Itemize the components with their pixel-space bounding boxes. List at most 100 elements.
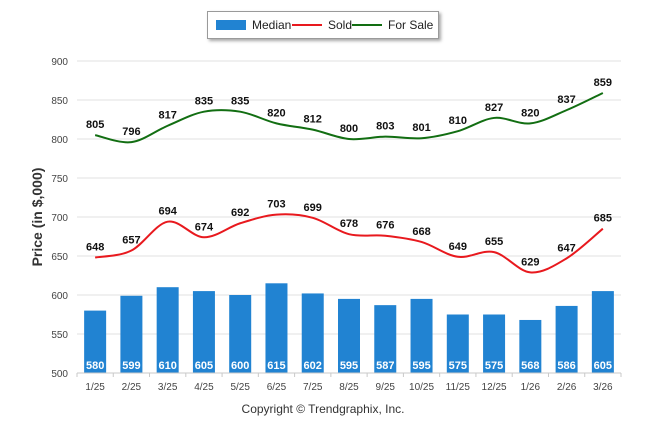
bar [374, 305, 397, 373]
line-value-label: 800 [340, 123, 358, 135]
y-tick-label: 850 [51, 96, 68, 107]
line-value-label: 803 [376, 121, 394, 133]
y-tick-label: 500 [51, 369, 68, 380]
line-value-label: 674 [195, 221, 214, 233]
bar-value-label: 602 [304, 360, 322, 372]
line-value-label: 796 [122, 126, 140, 138]
bar [591, 291, 614, 373]
y-tick-label: 700 [51, 213, 68, 224]
data-labels: 580 599 610 605 600 615 602 595 587 595 575 575 568 5… [86, 77, 612, 372]
series-line [94, 92, 604, 144]
line-value-label: 694 [158, 206, 177, 218]
bar-value-label: 575 [449, 360, 467, 372]
line-value-label: 692 [231, 207, 249, 219]
line-value-label: 649 [449, 241, 467, 253]
line-value-label: 817 [158, 110, 176, 122]
line-value-label: 699 [304, 202, 322, 214]
line-value-label: 629 [521, 256, 539, 268]
line-value-label: 648 [86, 242, 104, 254]
bar [84, 310, 107, 373]
line-value-label: 837 [557, 94, 575, 106]
line-series [94, 92, 604, 274]
line-value-label: 805 [86, 119, 104, 131]
x-tick-label: 3/25 [158, 382, 178, 393]
bar-value-label: 568 [521, 360, 539, 372]
y-tick-label: 800 [51, 135, 68, 146]
y-tick-label: 600 [51, 291, 68, 302]
line-value-label: 820 [267, 107, 285, 119]
legend: Median Sold For Sale [207, 11, 439, 39]
legend-label: For Sale [388, 18, 434, 32]
x-tick-label: 9/25 [376, 382, 396, 393]
bar-value-label: 575 [485, 360, 503, 372]
legend-item-sold: Sold [292, 12, 352, 38]
line-value-label: 647 [557, 242, 575, 254]
x-tick-label: 5/25 [230, 382, 250, 393]
bar-value-label: 600 [231, 360, 249, 372]
legend-swatch [292, 24, 322, 26]
bar-value-label: 595 [340, 360, 358, 372]
bar [410, 298, 433, 373]
x-tick-label: 10/25 [409, 382, 434, 393]
line-value-label: 827 [485, 102, 503, 114]
x-tick-label: 2/26 [557, 382, 577, 393]
bar-value-label: 605 [594, 360, 612, 372]
x-tick-label: 1/25 [85, 382, 105, 393]
x-tick-label: 4/25 [194, 382, 214, 393]
x-tick-label: 1/26 [521, 382, 541, 393]
bar-value-label: 595 [412, 360, 430, 372]
line-value-label: 685 [594, 213, 612, 225]
line-value-label: 657 [122, 235, 140, 247]
legend-label: Sold [328, 18, 353, 32]
bar [229, 295, 252, 373]
x-tick-label: 3/26 [593, 382, 613, 393]
bar [192, 291, 215, 373]
line-value-label: 655 [485, 236, 503, 248]
line-value-label: 810 [449, 115, 467, 127]
legend-label: Median [252, 18, 292, 32]
line-value-label: 676 [376, 220, 394, 232]
y-tick-label: 650 [51, 252, 68, 263]
legend-swatch [352, 24, 382, 26]
bar [120, 295, 143, 373]
bar [446, 314, 469, 373]
bar-value-label: 580 [86, 360, 104, 372]
y-tick-label: 550 [51, 330, 68, 341]
bar-value-label: 587 [376, 360, 394, 372]
axes: 500 550 600 650 700 750 800 850 900 1/25 2/25 3/25 4… [29, 57, 622, 393]
line-value-label: 678 [340, 218, 358, 230]
bar-value-label: 615 [267, 360, 285, 372]
bar-value-label: 610 [158, 360, 176, 372]
x-tick-label: 8/25 [339, 382, 359, 393]
bar-value-label: 605 [195, 360, 213, 372]
x-tick-label: 12/25 [482, 382, 507, 393]
line-value-label: 801 [412, 122, 430, 134]
legend-swatch [216, 20, 246, 30]
y-tick-label: 750 [51, 174, 68, 185]
bar [338, 298, 360, 373]
bar [156, 287, 179, 373]
bar [265, 283, 288, 373]
line-value-label: 835 [195, 96, 213, 108]
x-tick-label: 7/25 [303, 382, 323, 393]
line-value-label: 859 [594, 77, 612, 89]
series-line [94, 213, 604, 274]
line-value-label: 835 [231, 96, 249, 108]
line-value-label: 703 [267, 199, 285, 211]
bar-value-label: 586 [557, 360, 575, 372]
legend-item-median: Median [216, 12, 291, 38]
bar [519, 319, 542, 373]
bar-series [84, 283, 614, 373]
copyright-footer: Copyright © Trendgraphix, Inc. [241, 402, 405, 416]
line-value-label: 820 [521, 107, 539, 119]
bar [301, 293, 324, 373]
line-value-label: 668 [412, 226, 430, 238]
bar [483, 314, 506, 373]
x-tick-label: 2/25 [122, 382, 142, 393]
x-tick-label: 6/25 [267, 382, 287, 393]
y-tick-label: 900 [51, 57, 68, 68]
bar-value-label: 599 [122, 360, 140, 372]
bar [555, 305, 578, 373]
line-value-label: 812 [304, 114, 322, 126]
